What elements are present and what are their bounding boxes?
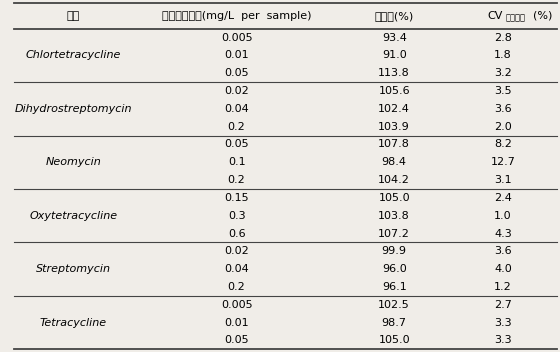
Text: 99.9: 99.9 — [382, 246, 407, 256]
Text: 1.8: 1.8 — [494, 50, 512, 61]
Text: 105.0: 105.0 — [379, 335, 410, 345]
Text: 0.02: 0.02 — [224, 86, 249, 96]
Text: Chlortetracycline: Chlortetracycline — [26, 50, 122, 61]
Text: (%): (%) — [533, 11, 552, 21]
Text: 2.7: 2.7 — [494, 300, 512, 310]
Text: 96.0: 96.0 — [382, 264, 407, 274]
Text: Neomycin: Neomycin — [46, 157, 101, 167]
Text: 91.0: 91.0 — [382, 50, 407, 61]
Text: 2.8: 2.8 — [494, 33, 512, 43]
Text: 0.005: 0.005 — [221, 300, 253, 310]
Text: Streptomycin: Streptomycin — [36, 264, 111, 274]
Text: 103.8: 103.8 — [379, 211, 410, 221]
Text: 0.04: 0.04 — [224, 264, 249, 274]
Text: 103.9: 103.9 — [379, 122, 410, 132]
Text: 2.0: 2.0 — [494, 122, 512, 132]
Text: CV: CV — [488, 11, 503, 21]
Text: 107.2: 107.2 — [378, 228, 410, 239]
Text: 0.3: 0.3 — [228, 211, 245, 221]
Text: 93.4: 93.4 — [382, 33, 407, 43]
Text: 8.2: 8.2 — [494, 139, 512, 150]
Text: 0.6: 0.6 — [228, 228, 245, 239]
Text: 102.5: 102.5 — [379, 300, 410, 310]
Text: 실험실내: 실험실내 — [506, 13, 526, 22]
Text: 2.4: 2.4 — [494, 193, 512, 203]
Text: 105.6: 105.6 — [379, 86, 410, 96]
Text: 3.2: 3.2 — [494, 68, 512, 78]
Text: 0.01: 0.01 — [225, 318, 249, 327]
Text: 105.0: 105.0 — [379, 193, 410, 203]
Text: 4.3: 4.3 — [494, 228, 512, 239]
Text: 113.8: 113.8 — [379, 68, 410, 78]
Text: 3.6: 3.6 — [494, 246, 512, 256]
Text: 0.005: 0.005 — [221, 33, 253, 43]
Text: 0.15: 0.15 — [225, 193, 249, 203]
Text: 0.2: 0.2 — [228, 122, 245, 132]
Text: 0.05: 0.05 — [225, 68, 249, 78]
Text: 98.4: 98.4 — [382, 157, 407, 167]
Text: 3.3: 3.3 — [494, 335, 512, 345]
Text: 1.0: 1.0 — [494, 211, 512, 221]
Text: 102.4: 102.4 — [378, 104, 410, 114]
Text: 0.2: 0.2 — [228, 282, 245, 292]
Text: 0.1: 0.1 — [228, 157, 245, 167]
Text: 3.6: 3.6 — [494, 104, 512, 114]
Text: 107.8: 107.8 — [378, 139, 410, 150]
Text: 회수율(%): 회수율(%) — [375, 11, 414, 21]
Text: 4.0: 4.0 — [494, 264, 512, 274]
Text: 1.2: 1.2 — [494, 282, 512, 292]
Text: 0.2: 0.2 — [228, 175, 245, 185]
Text: 96.1: 96.1 — [382, 282, 407, 292]
Text: 3.5: 3.5 — [494, 86, 512, 96]
Text: Oxytetracycline: Oxytetracycline — [30, 211, 118, 221]
Text: 104.2: 104.2 — [378, 175, 410, 185]
Text: 0.05: 0.05 — [225, 139, 249, 150]
Text: 첨가회수농도(mg/L  per  sample): 첨가회수농도(mg/L per sample) — [162, 11, 311, 21]
Text: 0.02: 0.02 — [224, 246, 249, 256]
Text: 3.3: 3.3 — [494, 318, 512, 327]
Text: Dihydrostreptomycin: Dihydrostreptomycin — [15, 104, 132, 114]
Text: 0.04: 0.04 — [224, 104, 249, 114]
Text: 0.05: 0.05 — [225, 335, 249, 345]
Text: 0.01: 0.01 — [225, 50, 249, 61]
Text: 3.1: 3.1 — [494, 175, 512, 185]
Text: 98.7: 98.7 — [382, 318, 407, 327]
Text: 항목: 항목 — [67, 11, 80, 21]
Text: Tetracycline: Tetracycline — [40, 318, 107, 327]
Text: 12.7: 12.7 — [491, 157, 515, 167]
